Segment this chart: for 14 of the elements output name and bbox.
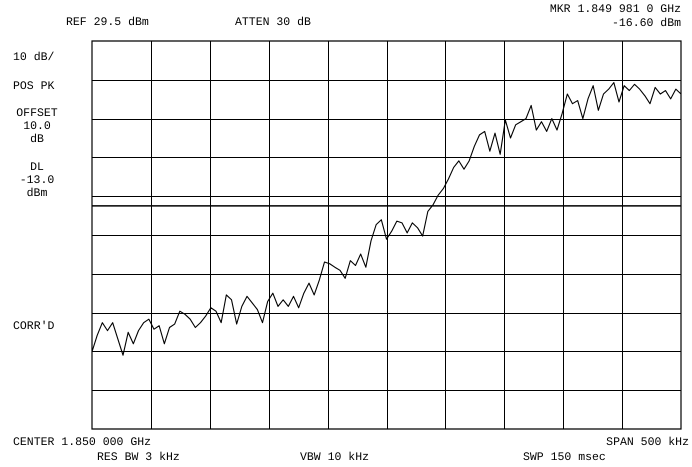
text: CORR'D xyxy=(13,320,54,333)
text: POS PK xyxy=(13,80,54,93)
text: CENTER 1.850 000 GHz xyxy=(13,436,152,449)
text: -16.60 dBm xyxy=(612,17,681,30)
text: 10 dB/ xyxy=(13,51,54,64)
text: MKR 1.849 981 0 GHz xyxy=(550,3,681,16)
ref-line-label: DL -13.0 dBm xyxy=(20,160,54,200)
text: RES BW 3 kHz xyxy=(97,451,180,464)
text: REF 29.5 dBm xyxy=(66,16,149,29)
text: ATTEN 30 dB xyxy=(235,16,311,29)
text: OFFSET 10.0 dB xyxy=(15,107,59,146)
text: SWP 150 msec xyxy=(523,451,606,464)
text: SPAN 500 kHz xyxy=(606,436,689,449)
text: VBW 10 kHz xyxy=(300,451,370,464)
